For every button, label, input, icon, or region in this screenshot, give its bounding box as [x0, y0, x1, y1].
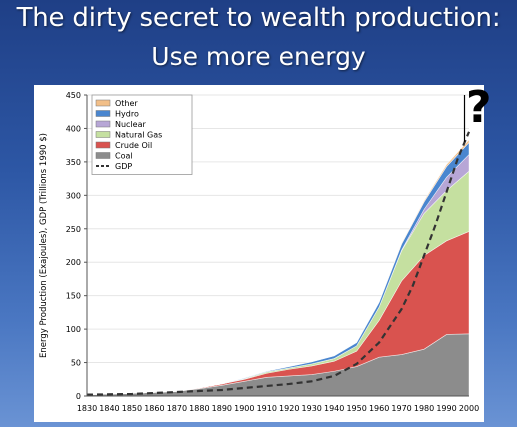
- chart-panel: 1830 1840 1850 1860 1870 1880 1890 1900 1910 1920…: [34, 85, 484, 422]
- legend-swatch-natural-gas: [95, 131, 111, 138]
- legend-swatch-other: [95, 99, 111, 107]
- question-mark-annotation: ?: [466, 82, 492, 133]
- y-tick-label-200: 200: [66, 258, 81, 267]
- x-tick-label-1870: 1870: [167, 404, 187, 413]
- area-series: [86, 139, 470, 397]
- x-tick-label-1900: 1900: [234, 404, 254, 413]
- energy-gdp-chart: 1830 1840 1850 1860 1870 1880 1890 1900 1910 1920…: [39, 91, 479, 413]
- x-tick-label-1910: 1910: [257, 404, 277, 413]
- x-tick-label-1970: 1970: [391, 404, 411, 413]
- y-axis-label: Energy Production (Exajoules), GDP (Tril…: [39, 133, 49, 358]
- legend-label-natural-gas: Natural Gas: [115, 131, 162, 140]
- gdp-line-group: [86, 95, 471, 396]
- y-tick-label-100: 100: [66, 325, 81, 334]
- legend-label-crude-oil: Crude Oil: [115, 141, 152, 150]
- x-tick-label-1830: 1830: [77, 404, 97, 413]
- y-tick-label-450: 450: [66, 91, 81, 100]
- x-tick-label-1860: 1860: [144, 404, 164, 413]
- x-tick-label-1850: 1850: [122, 404, 142, 413]
- y-tick-label-0: 0: [76, 392, 81, 401]
- legend-swatch-crude-oil: [95, 141, 111, 149]
- x-tick-label-1980: 1980: [414, 404, 434, 413]
- legend-swatch-hydro: [95, 110, 111, 117]
- x-tick-label-1990: 1990: [436, 404, 456, 413]
- y-tick-label-150: 150: [66, 292, 81, 301]
- legend-swatch-coal: [95, 152, 111, 159]
- legend-label-other: Other: [115, 99, 138, 108]
- x-tick-label-1930: 1930: [302, 404, 322, 413]
- area-other: [86, 139, 470, 395]
- x-tick-label-1950: 1950: [346, 404, 366, 413]
- x-tick-label-2000: 2000: [459, 404, 479, 413]
- x-tick-label-1940: 1940: [324, 404, 344, 413]
- x-tick-labels: 1830 1840 1850 1860 1870 1880 1890 1900 1910 1920…: [77, 404, 479, 413]
- slide-title-line2: Use more energy: [151, 42, 366, 71]
- x-tick-label-1880: 1880: [189, 404, 209, 413]
- x-tick-label-1960: 1960: [369, 404, 389, 413]
- x-tick-label-1920: 1920: [279, 404, 299, 413]
- legend-label-nuclear: Nuclear: [115, 120, 147, 129]
- gdp-line: [86, 131, 471, 396]
- y-tick-label-50: 50: [71, 359, 81, 368]
- legend-swatch-nuclear: [95, 120, 111, 128]
- y-tick-label-300: 300: [66, 191, 81, 200]
- y-tick-labels: 0 50 100 150 200 250 300 350 400 450: [66, 91, 81, 401]
- slide-title-line1: The dirty secret to wealth production:: [16, 3, 501, 33]
- y-tick-label-350: 350: [66, 158, 81, 167]
- legend-label-hydro: Hydro: [115, 110, 139, 119]
- legend-label-coal: Coal: [115, 152, 133, 161]
- axes: [84, 94, 469, 397]
- legend-label-gdp: GDP: [115, 162, 132, 171]
- x-tick-label-1890: 1890: [212, 404, 232, 413]
- x-tick-label-1840: 1840: [99, 404, 119, 413]
- y-tick-label-400: 400: [66, 124, 81, 133]
- y-tick-label-250: 250: [66, 225, 81, 234]
